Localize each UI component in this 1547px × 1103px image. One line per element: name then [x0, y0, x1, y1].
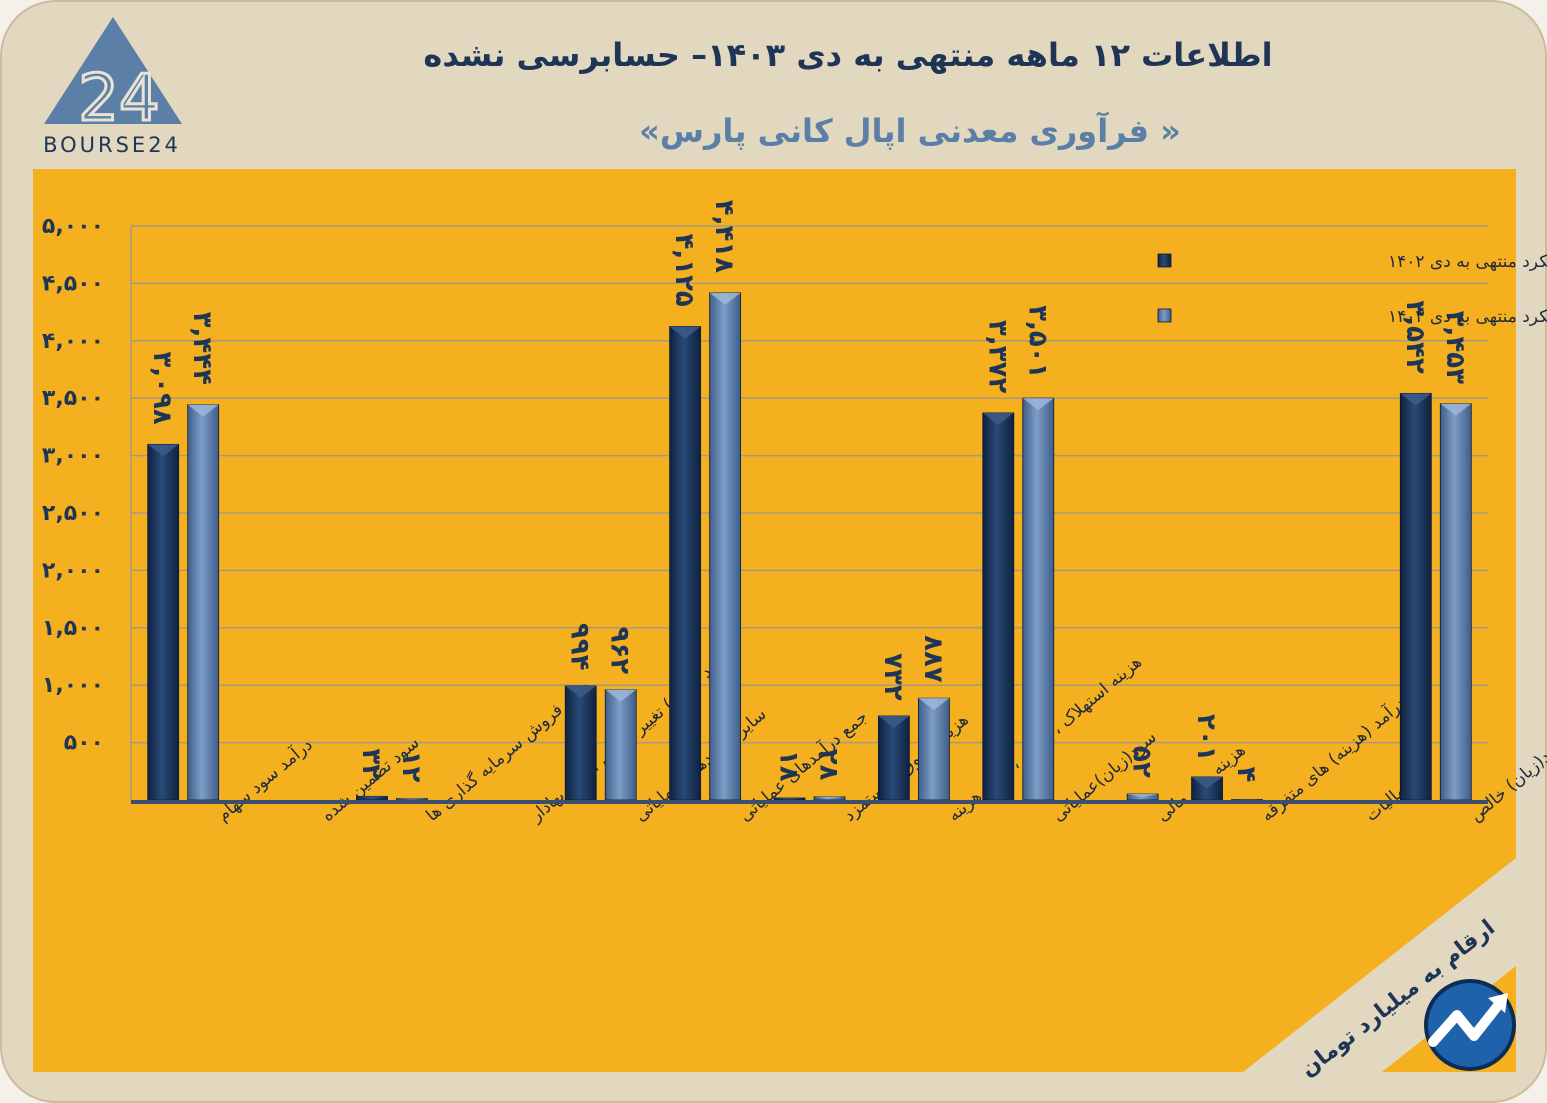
bar-value-label: ۳,۴۵۳: [1440, 311, 1470, 384]
bar-1403: [187, 404, 220, 801]
bar-bevel: [669, 326, 701, 339]
bar-1402: [564, 685, 597, 801]
legend-swatch: [1157, 308, 1172, 323]
bourse24-logo: 24 BOURSE24: [43, 17, 182, 157]
y-tick-label: ۳,۰۰۰: [42, 444, 104, 469]
bar-bevel: [918, 698, 950, 711]
bar-bevel: [1022, 398, 1054, 411]
bar-value-label: ۷۳۲: [878, 653, 908, 701]
bar-bevel: [356, 796, 388, 799]
logo-mark: 24: [78, 62, 159, 136]
bar-bevel: [878, 715, 910, 728]
bar-value-label: ۸۸۷: [918, 635, 948, 683]
bar-value-label: ۳,۵۰۱: [1022, 305, 1052, 378]
bar-bevel: [774, 797, 805, 799]
logo-triangle-icon: [44, 17, 182, 124]
bar-bevel: [1191, 776, 1223, 789]
bar-bevel: [1400, 393, 1432, 406]
bar-bevel: [1127, 794, 1159, 798]
bar-bevel: [147, 444, 179, 457]
legend-swatch: [1157, 253, 1172, 268]
bar-1403: [709, 292, 742, 801]
bar-bevel: [396, 798, 428, 800]
chart-legend: عملکرد منتهی به دی ۱۴۰۲ عملکرد منتهی به د…: [1157, 252, 1547, 327]
bar-1402: [982, 412, 1015, 801]
bar-value-label: ۲۸: [814, 749, 844, 781]
legend-label: عملکرد منتهی به دی ۱۴۰۲: [1388, 252, 1547, 272]
bar-value-label: ۳,۵۴۲: [1400, 300, 1430, 373]
bar-bevel: [1440, 403, 1472, 416]
logo-text: BOURSE24: [43, 133, 181, 157]
page-title: اطلاعات ۱۲ ماهه منتهی به دی ۱۴۰۳– حسابرس…: [423, 36, 1272, 74]
bar-1402: [1399, 392, 1432, 801]
y-tick-label: ۵۰۰: [64, 731, 104, 756]
bar-value-label: ۹۹۴: [565, 623, 595, 671]
growth-arrow-icon: [1428, 998, 1505, 1047]
bar-bevel: [187, 404, 219, 417]
bar-bevel: [565, 685, 597, 698]
bar-value-label: ۳۲: [356, 748, 386, 780]
growth-arrowhead-icon: [1488, 993, 1508, 1013]
bar-1403: [1022, 397, 1055, 801]
bar-value-label: ۵۲: [1127, 746, 1157, 778]
x-axis-line: [131, 800, 1488, 804]
bar-value-label: ۹۶۲: [605, 627, 635, 675]
y-tick-label: ۲,۰۰۰: [42, 558, 104, 583]
y-tick-label: ۱,۰۰۰: [42, 673, 104, 698]
y-tick-label: ۱,۵۰۰: [42, 616, 104, 641]
bar-bevel: [605, 689, 637, 702]
bar-1402: [669, 326, 702, 801]
page-subtitle: « فرآوری معدنی اپال کانی پارس»: [639, 111, 1181, 150]
bar-value-label: ۱۸: [774, 750, 804, 782]
y-tick-label: ۳,۵۰۰: [42, 386, 104, 411]
bar-1403: [1439, 403, 1472, 801]
bar-value-label: ۴,۱۲۵: [669, 233, 699, 306]
bar-bevel: [814, 796, 845, 799]
legend-label: عملکرد منتهی به دی ۱۴۰۳: [1388, 307, 1547, 327]
bar-value-label: ۴,۴۱۸: [709, 200, 739, 273]
bar-bevel: [982, 412, 1014, 425]
bar-value-label: ۳,۴۴۴: [187, 312, 217, 385]
bar-1403: [917, 697, 950, 801]
bar-value-label: ۳,۰۹۸: [147, 351, 177, 424]
bar-value-label: ۱۲: [396, 751, 426, 783]
plot-area: ۵۰۰ ۱,۰۰۰ ۱,۵۰۰ ۲,۰۰۰ ۲,۵۰۰ ۳,۰۰۰ ۳,۵۰۰ ۴,۰۰۰ ۴,…: [42, 200, 1547, 827]
y-tick-label: ۵,۰۰۰: [42, 214, 104, 239]
y-tick-label: ۲,۵۰۰: [42, 501, 104, 526]
bar-value-label: ۴: [1231, 767, 1261, 783]
y-tick-label: ۴,۵۰۰: [42, 271, 104, 296]
growth-logo: [1424, 979, 1516, 1071]
bar-value-label: ۲۰۱: [1191, 714, 1221, 762]
bar-bevel: [709, 292, 741, 305]
bar-1402: [877, 715, 910, 801]
bar-1402: [147, 443, 180, 801]
bar-value-label: ۳,۳۷۲: [982, 320, 1012, 393]
bar-1403: [604, 689, 637, 801]
y-tick-label: ۴,۰۰۰: [42, 329, 104, 354]
